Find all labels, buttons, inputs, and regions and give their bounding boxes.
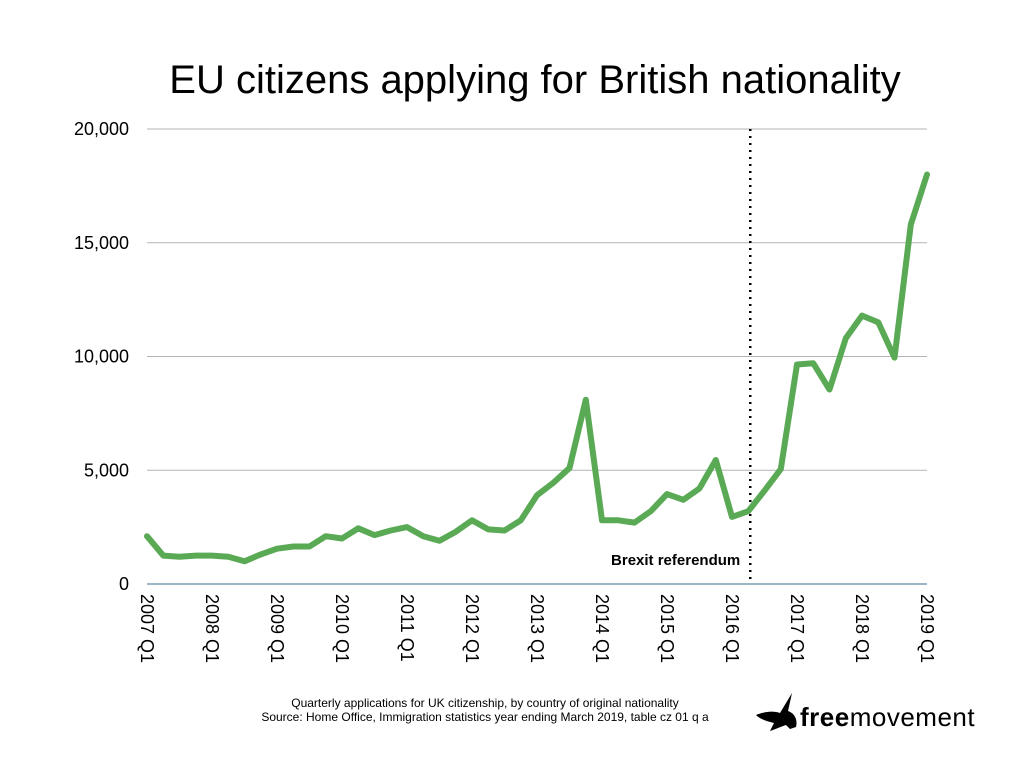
series-line [144,171,930,565]
y-tick-label: 0 [119,574,129,594]
data-point [796,363,798,366]
data-point [828,388,831,391]
data-point [763,489,766,492]
data-point [162,554,165,557]
y-tick-label: 10,000 [74,347,129,367]
data-point [633,521,636,524]
y-tick-label: 20,000 [74,119,129,139]
data-point [194,554,197,557]
y-tick-label: 5,000 [84,460,129,480]
x-tick-label: 2017 Q1 [787,594,807,663]
data-point [389,529,392,532]
data-point [471,519,473,522]
brand-wordmark-regular: movement [849,702,976,732]
brand-wordmark: freemovement [800,702,975,733]
x-tick-label: 2009 Q1 [267,594,287,663]
data-point [292,545,295,548]
x-tick-label: 2013 Q1 [527,594,547,663]
data-point [779,468,782,471]
data-point [812,362,815,365]
x-tick-label: 2014 Q1 [592,594,612,663]
data-point [861,314,863,317]
x-tick-label: 2018 Q1 [852,594,872,663]
data-point [227,555,230,558]
data-point [747,510,750,513]
data-point [357,527,360,530]
data-point [601,519,603,522]
x-tick-label: 2019 Q1 [917,594,937,663]
x-tick-label: 2011 Q1 [397,594,417,662]
data-point [649,510,652,513]
data-point [714,459,717,462]
data-point [178,555,181,558]
data-point [666,493,668,496]
data-point [438,539,441,542]
data-point [877,321,880,324]
data-point [584,398,587,401]
data-point [454,530,457,533]
data-point [146,535,148,538]
y-tick-label: 15,000 [74,233,129,253]
x-tick-label: 2010 Q1 [332,594,352,663]
footer-source: Source: Home Office, Immigration statist… [261,710,709,724]
referendum-label: Brexit referendum [611,552,740,569]
data-point [341,537,343,540]
data-point [909,223,912,226]
x-tick-label: 2008 Q1 [202,594,222,663]
data-point [406,526,408,529]
data-point [503,529,506,532]
data-point [487,528,490,531]
chart-footer: Quarterly applications for UK citizenshi… [200,696,770,724]
footer-description: Quarterly applications for UK citizenshi… [291,696,679,710]
brand-wordmark-bold: free [800,702,850,732]
data-point [422,535,425,538]
x-tick-label: 2016 Q1 [722,594,742,663]
data-point [243,560,246,563]
data-point [373,534,376,537]
data-point [276,547,278,550]
gridlines [147,128,927,585]
y-axis-tick-labels: 0 5,000 10,000 15,000 20,000 [74,119,129,594]
data-point [519,519,522,522]
data-point [926,173,928,176]
x-tick-label: 2007 Q1 [137,594,157,663]
x-axis-tick-labels: 2007 Q1 2008 Q1 2009 Q1 2010 Q1 2011 Q1 2012 … [137,594,937,663]
series-layer [144,171,930,565]
data-point [211,554,213,557]
data-point [308,545,311,548]
data-point [893,356,896,359]
data-point [324,535,327,538]
data-point [568,466,571,469]
data-point [617,519,620,522]
data-point [259,553,262,556]
data-point [698,487,701,490]
bird-logo-icon [756,693,797,731]
data-point [844,337,847,340]
x-tick-label: 2012 Q1 [462,594,482,663]
data-point [731,515,733,518]
data-point [536,494,538,497]
chart-title: EU citizens applying for British nationa… [169,58,901,102]
x-tick-label: 2015 Q1 [657,594,677,663]
data-point [682,498,685,501]
data-point [552,481,555,484]
